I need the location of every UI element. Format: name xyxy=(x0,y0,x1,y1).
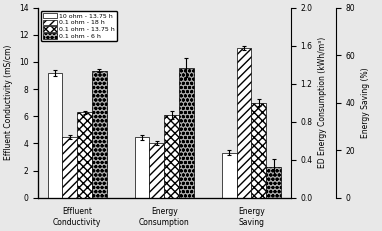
Bar xyxy=(77,112,92,198)
Bar xyxy=(92,71,107,198)
Bar xyxy=(149,143,164,198)
Bar xyxy=(236,48,251,198)
Bar xyxy=(135,137,149,198)
Bar xyxy=(62,137,77,198)
Bar xyxy=(266,167,281,198)
Y-axis label: Effluent Conductivity (mS/cm): Effluent Conductivity (mS/cm) xyxy=(4,45,13,160)
Bar xyxy=(164,115,179,198)
Bar xyxy=(222,153,236,198)
Y-axis label: ED Energy Consumption (kWh/m³): ED Energy Consumption (kWh/m³) xyxy=(318,37,327,168)
Bar xyxy=(251,103,266,198)
Bar xyxy=(179,67,194,198)
Y-axis label: Energy Saving (%): Energy Saving (%) xyxy=(361,67,370,138)
Legend: 10 ohm - 13.75 h, 0.1 ohm - 18 h, 0.1 ohm - 13.75 h, 0.1 ohm - 6 h: 10 ohm - 13.75 h, 0.1 ohm - 18 h, 0.1 oh… xyxy=(41,11,117,41)
Bar xyxy=(48,73,62,198)
